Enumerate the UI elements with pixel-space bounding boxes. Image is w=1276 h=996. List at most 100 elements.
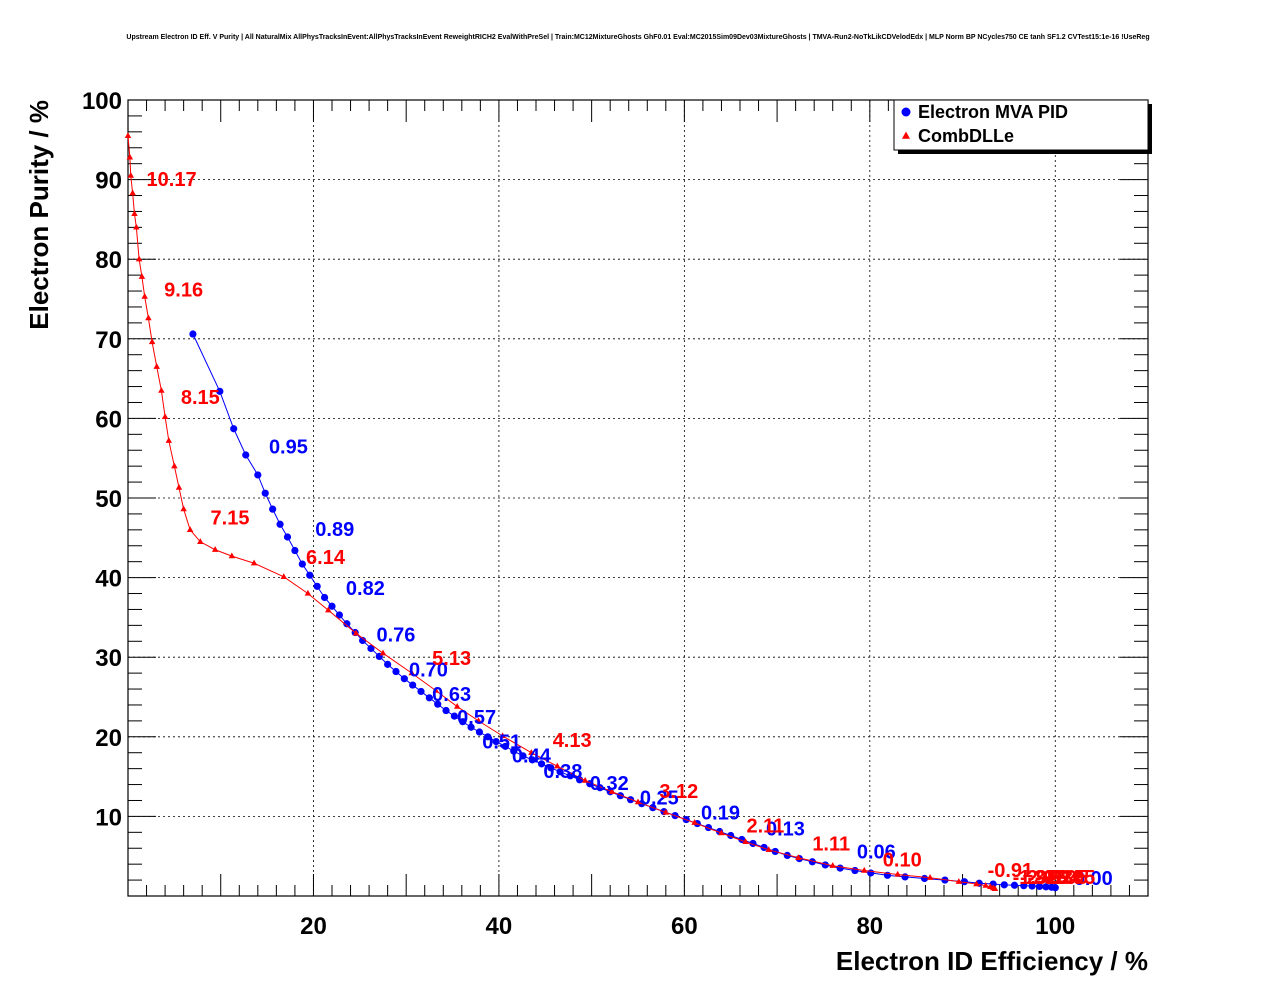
- mva-point: [475, 728, 484, 736]
- dll-cut-label: -6.95: [1050, 867, 1096, 889]
- legend-mva-label: Electron MVA PID: [918, 102, 1068, 122]
- mva-point: [298, 560, 306, 568]
- mva-point: [1020, 882, 1028, 890]
- dll-cut-label: -4.94: [1035, 867, 1081, 889]
- dll-point: [138, 273, 146, 279]
- mva-cut-label: 0.51: [482, 732, 521, 754]
- y-tick-label: 40: [95, 566, 122, 593]
- mva-point: [230, 425, 238, 433]
- mva-point: [484, 733, 492, 741]
- mva-point: [1051, 884, 1059, 892]
- mva-point: [492, 737, 500, 746]
- dll-point: [926, 874, 934, 880]
- mva-point: [392, 667, 400, 676]
- mva-cut-label: 0.57: [457, 707, 496, 729]
- mva-point: [291, 546, 299, 555]
- mva-point: [459, 718, 467, 726]
- mva-point: [528, 756, 536, 764]
- mva-cut-label: 0.63: [432, 684, 471, 706]
- mva-point: [434, 700, 442, 708]
- y-tick-label: 10: [95, 804, 122, 831]
- dll-point: [180, 505, 187, 512]
- dll-point: [211, 546, 219, 552]
- y-tick-label: 60: [95, 406, 122, 433]
- dll-point: [453, 702, 461, 709]
- x-tick-label: 20: [300, 913, 327, 940]
- dll-cut-label: 4.13: [553, 730, 592, 752]
- mva-cut-label: 0.25: [640, 787, 679, 809]
- mva-cut-label: 0.38: [543, 761, 582, 783]
- grid: [128, 99, 1148, 896]
- mva-point: [851, 866, 859, 875]
- mva-point: [547, 764, 555, 772]
- mva-point: [359, 636, 367, 645]
- dll-point: [126, 153, 134, 160]
- dll-point: [718, 829, 725, 836]
- series: [124, 132, 1059, 892]
- dll-point: [379, 649, 387, 656]
- y-tick-label: 80: [95, 247, 122, 274]
- dll-point: [982, 882, 989, 888]
- mva-point: [1000, 881, 1008, 889]
- dll-point: [141, 293, 148, 299]
- dll-point: [352, 629, 360, 636]
- mva-point: [1042, 883, 1050, 891]
- mva-point: [417, 687, 425, 696]
- x-tick-label: 100: [1035, 913, 1075, 940]
- dll-cut-label: 2.11: [746, 815, 784, 837]
- cut-labels: 0.95 0.89 0.82 0.76 0.70 0.630.57 0.510.440.38…: [147, 169, 1113, 890]
- dll-point: [161, 413, 169, 419]
- dll-point: [124, 132, 132, 138]
- mva-point: [920, 874, 929, 883]
- mva-line: [192, 333, 1056, 889]
- dll-point: [991, 885, 999, 891]
- mva-cut-label: 0.89: [315, 519, 354, 541]
- dll-point: [135, 255, 143, 262]
- dll-series: [124, 132, 999, 891]
- mva-point: [335, 611, 344, 619]
- dll-point: [499, 732, 506, 739]
- mva-cut-label: 0.00: [1074, 868, 1113, 890]
- mva-cut-label: 0.13: [766, 819, 805, 841]
- dll-point: [148, 338, 156, 345]
- mva-cut-label: 0.44: [512, 745, 552, 767]
- dll-cut-label: 6.14: [306, 547, 346, 569]
- mva-series: [189, 330, 1059, 892]
- y-tick-label: 90: [95, 168, 122, 195]
- dll-point: [325, 606, 332, 613]
- dll-point: [408, 669, 415, 676]
- dll-cut-label: -0.91: [988, 860, 1034, 882]
- mva-point: [836, 864, 844, 872]
- mva-point: [306, 571, 314, 579]
- mva-point: [519, 752, 527, 760]
- dll-point: [133, 223, 140, 230]
- dll-point: [432, 687, 440, 693]
- dll-point: [153, 363, 160, 369]
- dll-point: [475, 717, 482, 724]
- dll-cut-label: 8.15: [181, 387, 220, 409]
- mva-point: [808, 858, 816, 866]
- dll-point: [304, 589, 312, 596]
- mva-point: [261, 489, 269, 497]
- dll-point: [145, 314, 152, 321]
- dll-point: [581, 776, 589, 783]
- dll-point: [528, 749, 535, 755]
- dll-point: [691, 819, 698, 825]
- dll-point: [131, 210, 138, 216]
- mva-cut-label: 0.32: [590, 773, 629, 795]
- mva-point: [216, 387, 224, 395]
- mva-point: [537, 760, 546, 768]
- mva-point: [501, 742, 509, 750]
- mva-point: [409, 681, 417, 689]
- mva-point: [556, 768, 564, 776]
- legend-dll-label: CombDLLe: [918, 126, 1014, 146]
- mva-cut-label: 0.95: [269, 436, 308, 458]
- dll-point: [894, 870, 901, 877]
- dll-cut-label: 5.13: [432, 648, 471, 670]
- dll-point: [795, 854, 802, 860]
- mva-cut-label: 0.82: [346, 578, 385, 600]
- legend: Electron MVA PID CombDLLe: [893, 99, 1152, 154]
- dll-point: [634, 798, 642, 805]
